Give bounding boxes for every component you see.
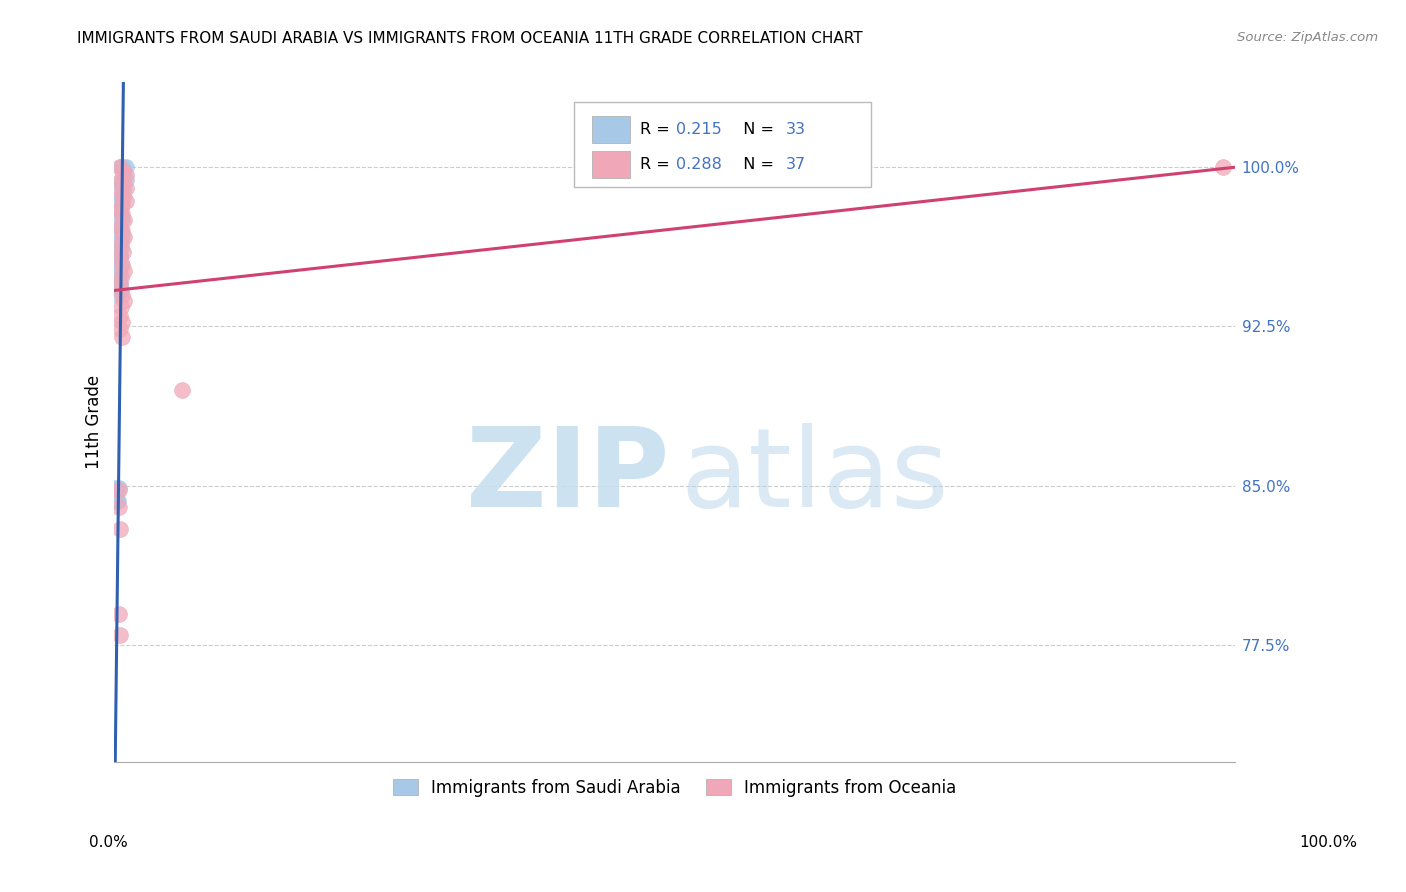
Point <box>111 213 134 227</box>
Point <box>108 321 131 335</box>
Point <box>111 198 134 212</box>
Text: 0.215: 0.215 <box>676 121 721 136</box>
FancyBboxPatch shape <box>592 116 630 143</box>
Text: Source: ZipAtlas.com: Source: ZipAtlas.com <box>1237 31 1378 45</box>
Point <box>107 287 129 301</box>
Point <box>1212 160 1234 174</box>
Text: 33: 33 <box>786 121 806 136</box>
FancyBboxPatch shape <box>574 103 870 187</box>
Point <box>114 194 136 208</box>
Text: 0.288: 0.288 <box>676 157 721 172</box>
Point <box>114 169 136 183</box>
Point <box>111 207 134 221</box>
Point <box>108 607 131 621</box>
Point <box>108 252 131 266</box>
Point <box>110 196 132 211</box>
Text: N =: N = <box>733 157 779 172</box>
Text: IMMIGRANTS FROM SAUDI ARABIA VS IMMIGRANTS FROM OCEANIA 11TH GRADE CORRELATION C: IMMIGRANTS FROM SAUDI ARABIA VS IMMIGRAN… <box>77 31 863 46</box>
Point <box>108 160 131 174</box>
Point <box>112 183 135 197</box>
Point <box>111 287 134 301</box>
Point <box>108 245 131 260</box>
Point <box>108 202 131 217</box>
Point <box>114 293 136 308</box>
Point <box>108 219 131 234</box>
Point <box>110 255 132 269</box>
Point <box>111 179 134 194</box>
Point <box>114 172 136 186</box>
Point <box>110 187 132 202</box>
Point <box>108 160 131 174</box>
Point <box>111 315 134 329</box>
Point <box>110 186 132 200</box>
Point <box>108 235 131 249</box>
Point <box>108 500 131 515</box>
Point <box>111 230 134 244</box>
Point <box>108 279 131 293</box>
Point <box>111 258 134 272</box>
Point <box>108 202 131 217</box>
Point <box>112 177 135 191</box>
Text: 0.0%: 0.0% <box>89 836 128 850</box>
Point <box>108 309 131 323</box>
Point <box>112 160 135 174</box>
Point <box>104 481 127 495</box>
Point <box>114 160 136 174</box>
Point <box>110 241 132 255</box>
Point <box>112 190 135 204</box>
Point <box>108 175 131 189</box>
Point <box>108 522 131 536</box>
Text: 37: 37 <box>786 157 806 172</box>
Point <box>110 270 132 285</box>
Point <box>108 277 131 291</box>
Point <box>112 245 135 260</box>
Point <box>114 181 136 195</box>
Text: R =: R = <box>640 121 675 136</box>
Legend: Immigrants from Saudi Arabia, Immigrants from Oceania: Immigrants from Saudi Arabia, Immigrants… <box>384 771 965 805</box>
Text: ZIP: ZIP <box>465 423 669 530</box>
Point <box>114 264 136 278</box>
Point <box>108 483 131 498</box>
Point <box>114 230 136 244</box>
Point <box>111 330 134 344</box>
Point <box>110 236 132 251</box>
Point <box>105 494 128 508</box>
Text: 100.0%: 100.0% <box>1299 836 1358 850</box>
Point <box>108 273 131 287</box>
Point <box>108 262 131 277</box>
Point <box>111 224 134 238</box>
Point <box>111 192 134 206</box>
Point <box>114 213 136 227</box>
Point <box>108 628 131 642</box>
FancyBboxPatch shape <box>592 151 630 178</box>
Point <box>110 224 132 238</box>
Point <box>108 219 131 234</box>
Point <box>110 283 132 297</box>
Point <box>112 166 135 180</box>
Y-axis label: 11th Grade: 11th Grade <box>86 376 103 469</box>
Point <box>110 301 132 315</box>
Text: R =: R = <box>640 157 675 172</box>
Point <box>108 266 131 280</box>
Point <box>110 172 132 186</box>
Point <box>110 209 132 223</box>
Point <box>107 494 129 508</box>
Text: N =: N = <box>733 121 779 136</box>
Point <box>108 249 131 263</box>
Point <box>108 481 131 495</box>
Point <box>170 384 193 398</box>
Text: atlas: atlas <box>681 423 949 530</box>
Point <box>112 164 135 178</box>
